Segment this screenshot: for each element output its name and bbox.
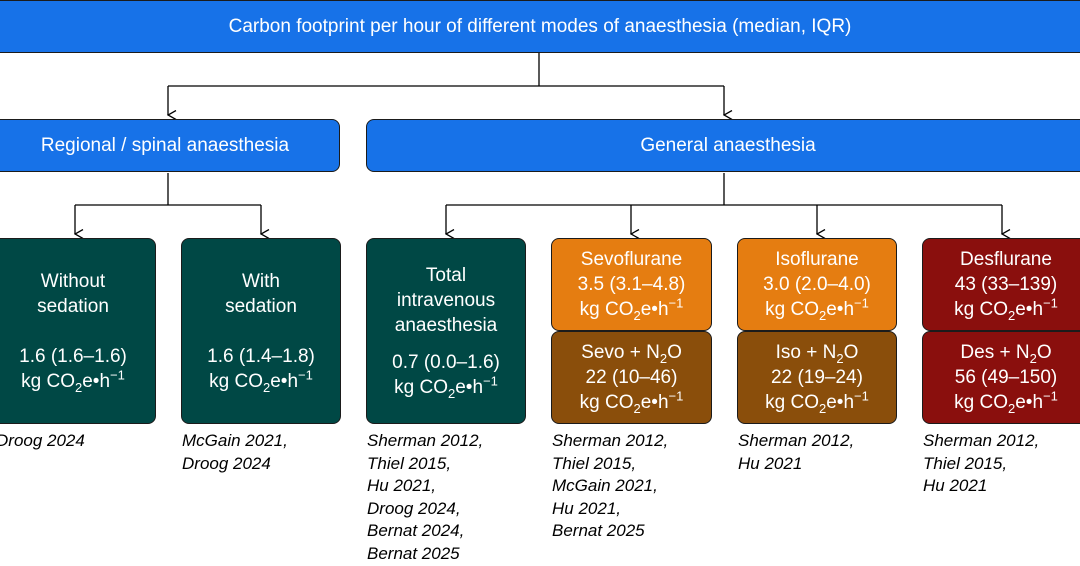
card-name: Isoflurane bbox=[775, 249, 859, 270]
card-name-line: sedation bbox=[225, 295, 297, 317]
connector-general-branch bbox=[446, 173, 1002, 206]
card-value: 0.7 (0.0–1.6) bbox=[392, 351, 500, 373]
references-with-sedation: McGain 2021, Droog 2024 bbox=[182, 430, 288, 475]
regional-anaesthesia-box: Regional / spinal anaesthesia bbox=[0, 119, 340, 172]
card-unit: kg CO2e•h−1 bbox=[765, 388, 869, 416]
reference-line: Bernat 2025 bbox=[552, 521, 645, 540]
reference-line: Thiel 2015, bbox=[552, 453, 637, 473]
reference-line: Droog 2024 bbox=[0, 431, 85, 450]
reference-line: Hu 2021, bbox=[552, 498, 621, 518]
card-name-line: anaesthesia bbox=[394, 314, 498, 336]
reference-line: Sherman 2012, bbox=[367, 431, 484, 450]
isoflurane-n2o-card: Iso + N2O 22 (19–24) kg CO2e•h−1 bbox=[737, 331, 897, 424]
reference-line: Bernat 2024, bbox=[367, 521, 465, 540]
reference-line: Sherman 2012, bbox=[923, 431, 1040, 450]
card-name-line: With bbox=[242, 270, 280, 292]
reference-line: Droog 2024, bbox=[367, 498, 461, 518]
desflurane-n2o-card: Des + N2O 56 (49–150) kg CO2e•h−1 bbox=[922, 331, 1080, 424]
card-name-line: sedation bbox=[37, 295, 109, 317]
without-sedation-card: Without sedation 1.6 (1.6–1.6) kg CO2e•h… bbox=[0, 238, 156, 424]
reference-line: Sherman 2012, bbox=[552, 431, 669, 450]
card-unit: kg CO2e•h−1 bbox=[394, 373, 498, 401]
card-value: 1.6 (1.6–1.6) bbox=[19, 345, 127, 367]
card-name-line: Without bbox=[40, 270, 106, 292]
card-unit: kg CO2e•h−1 bbox=[954, 388, 1058, 416]
tiva-card: Total intravenous anaesthesia 0.7 (0.0–1… bbox=[366, 238, 526, 424]
reference-line: Thiel 2015, bbox=[923, 453, 1008, 473]
isoflurane-card: Isoflurane 3.0 (2.0–4.0) kg CO2e•h−1 bbox=[737, 238, 897, 331]
reference-line: Bernat 2025 bbox=[367, 543, 460, 563]
reference-line: Thiel 2015, bbox=[367, 453, 452, 473]
references-sevoflurane: Sherman 2012, Thiel 2015, McGain 2021, H… bbox=[552, 430, 668, 543]
diagram-title-text: Carbon footprint per hour of different m… bbox=[228, 16, 852, 37]
card-value: 43 (33–139) bbox=[954, 274, 1058, 295]
card-unit: kg CO2e•h−1 bbox=[765, 295, 869, 323]
reference-line: Hu 2021 bbox=[923, 476, 988, 495]
reference-line: Hu 2021 bbox=[738, 453, 803, 473]
reference-line: Sherman 2012, bbox=[738, 431, 855, 450]
card-value: 22 (19–24) bbox=[771, 367, 863, 388]
general-anaesthesia-box: General anaesthesia bbox=[366, 119, 1080, 172]
connector-title-to-categories bbox=[168, 53, 724, 87]
reference-line: Hu 2021, bbox=[367, 476, 436, 495]
card-unit: kg CO2e•h−1 bbox=[21, 367, 125, 395]
reference-line: McGain 2021, bbox=[552, 476, 658, 495]
card-name-line: intravenous bbox=[396, 289, 496, 311]
card-value: 56 (49–150) bbox=[954, 367, 1058, 388]
general-anaesthesia-label: General anaesthesia bbox=[640, 135, 816, 156]
card-name: Sevo + N2O bbox=[581, 342, 682, 366]
references-isoflurane: Sherman 2012, Hu 2021 bbox=[738, 430, 854, 475]
card-unit: kg CO2e•h−1 bbox=[209, 367, 313, 395]
references-without-sedation: Droog 2024 bbox=[0, 430, 85, 453]
card-value: 22 (10–46) bbox=[585, 367, 678, 388]
card-name-line: Total bbox=[425, 264, 467, 286]
card-value: 1.6 (1.4–1.8) bbox=[207, 345, 315, 367]
references-desflurane: Sherman 2012, Thiel 2015, Hu 2021 bbox=[923, 430, 1039, 498]
card-value: 3.5 (3.1–4.8) bbox=[577, 274, 686, 295]
references-tiva: Sherman 2012, Thiel 2015, Hu 2021, Droog… bbox=[367, 430, 483, 565]
regional-anaesthesia-label: Regional / spinal anaesthesia bbox=[40, 135, 290, 156]
connector-regional-branch bbox=[75, 173, 261, 206]
diagram-title: Carbon footprint per hour of different m… bbox=[0, 0, 1080, 53]
card-value: 3.0 (2.0–4.0) bbox=[763, 274, 871, 295]
card-name: Iso + N2O bbox=[775, 342, 859, 366]
card-name: Desflurane bbox=[960, 249, 1052, 270]
sevoflurane-n2o-card: Sevo + N2O 22 (10–46) kg CO2e•h−1 bbox=[551, 331, 712, 424]
card-unit: kg CO2e•h−1 bbox=[579, 388, 684, 416]
card-unit: kg CO2e•h−1 bbox=[579, 295, 684, 323]
reference-line: McGain 2021, bbox=[182, 431, 288, 450]
sevoflurane-card: Sevoflurane 3.5 (3.1–4.8) kg CO2e•h−1 bbox=[551, 238, 712, 331]
desflurane-card: Desflurane 43 (33–139) kg CO2e•h−1 bbox=[922, 238, 1080, 331]
card-name: Des + N2O bbox=[960, 342, 1052, 366]
reference-line: Droog 2024 bbox=[182, 453, 271, 473]
card-unit: kg CO2e•h−1 bbox=[954, 295, 1058, 323]
card-name: Sevoflurane bbox=[580, 249, 683, 270]
with-sedation-card: With sedation 1.6 (1.4–1.8) kg CO2e•h−1 bbox=[181, 238, 341, 424]
